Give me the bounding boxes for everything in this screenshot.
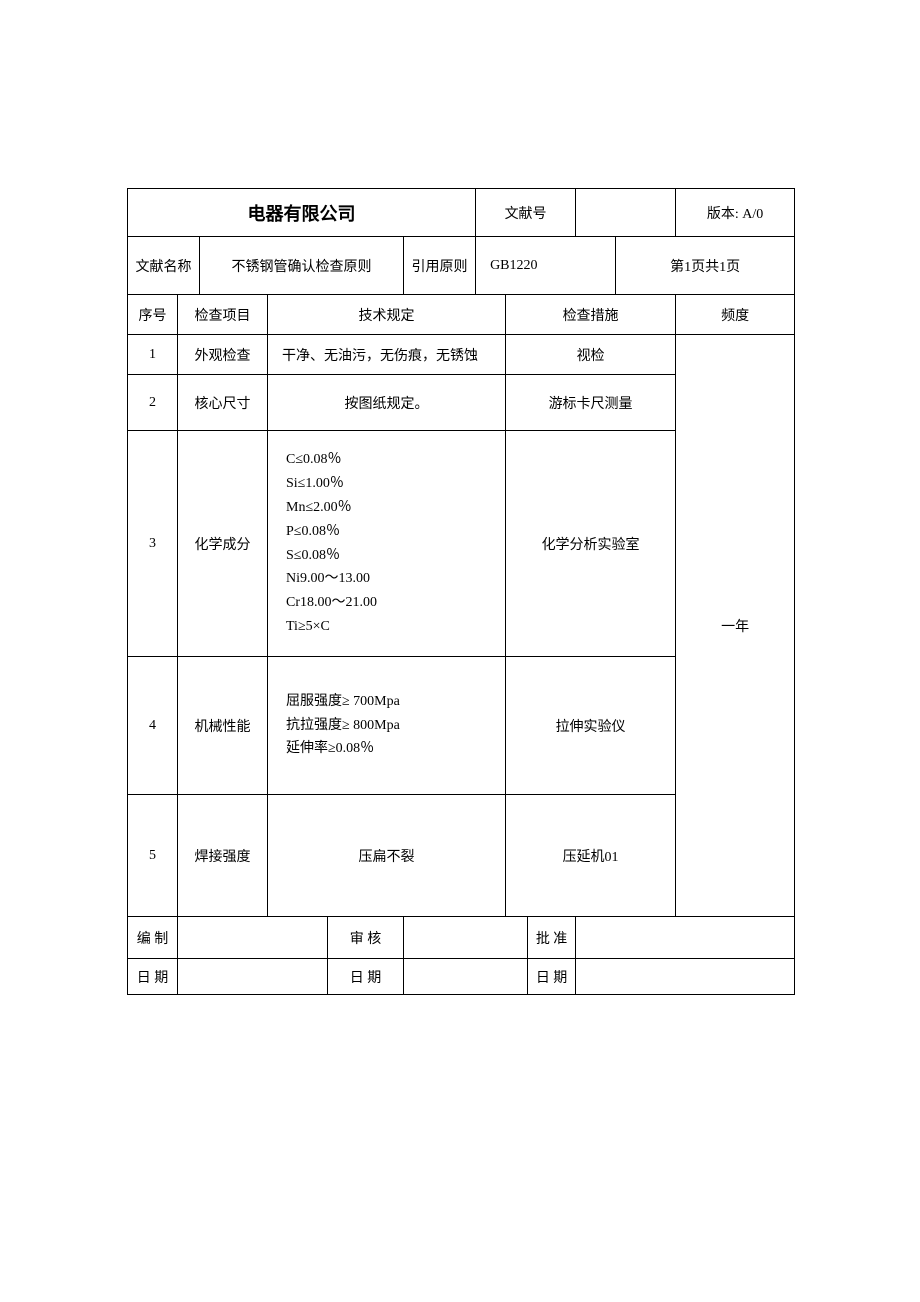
item-1: 外观检查	[178, 335, 268, 375]
spec-5: 压扁不裂	[268, 795, 506, 917]
seq-3: 3	[128, 431, 178, 657]
seq-1: 1	[128, 335, 178, 375]
spec-4: 屈服强度≥ 700Mpa 抗拉强度≥ 800Mpa 延伸率≥0.08％	[268, 657, 506, 795]
spec-3-line: P≤0.08％	[286, 520, 505, 544]
item-4: 机械性能	[178, 657, 268, 795]
col-freq: 频度	[676, 295, 795, 335]
method-2: 游标卡尺测量	[506, 375, 676, 431]
seq-4: 4	[128, 657, 178, 795]
spec-3-line: Si≤1.00％	[286, 472, 505, 496]
doc-name-label: 文献名称	[128, 237, 200, 295]
spec-3-line: C≤0.08％	[286, 448, 505, 472]
version-label: 版本: A/0	[676, 189, 795, 237]
item-5: 焊接强度	[178, 795, 268, 917]
doc-name-value: 不锈钢管确认检查原则	[200, 237, 404, 295]
ref-label: 引用原则	[404, 237, 476, 295]
spec-3-line: Mn≤2.00％	[286, 496, 505, 520]
approved-label: 批 准	[528, 917, 576, 959]
method-5: 压延机01	[506, 795, 676, 917]
method-1: 视检	[506, 335, 676, 375]
method-3: 化学分析实验室	[506, 431, 676, 657]
date2-value	[404, 959, 528, 995]
approved-value	[576, 917, 795, 959]
prepared-label: 编 制	[128, 917, 178, 959]
method-4: 拉伸实验仪	[506, 657, 676, 795]
spec-4-line: 延伸率≥0.08％	[286, 737, 505, 761]
freq-value: 一年	[676, 335, 795, 917]
inspection-table: 电器有限公司 文献号 版本: A/0 文献名称 不锈钢管确认检查原则 引用原则 …	[127, 188, 795, 995]
spec-1: 干净、无油污，无伤痕，无锈蚀	[268, 335, 506, 375]
date2-label: 日 期	[328, 959, 404, 995]
company-name: 电器有限公司	[128, 189, 476, 237]
spec-3-line: Cr18.00～21.00	[286, 591, 505, 615]
date3-label: 日 期	[528, 959, 576, 995]
spec-3-line: Ni9.00～13.00	[286, 567, 505, 591]
doc-no-value	[576, 189, 676, 237]
spec-4-line: 抗拉强度≥ 800Mpa	[286, 714, 505, 738]
col-seq: 序号	[128, 295, 178, 335]
spec-4-line: 屈服强度≥ 700Mpa	[286, 690, 505, 714]
col-item: 检查项目	[178, 295, 268, 335]
reviewed-value	[404, 917, 528, 959]
col-spec: 技术规定	[268, 295, 506, 335]
seq-2: 2	[128, 375, 178, 431]
date3-value	[576, 959, 795, 995]
date1-label: 日 期	[128, 959, 178, 995]
col-method: 检查措施	[506, 295, 676, 335]
seq-5: 5	[128, 795, 178, 917]
spec-2: 按图纸规定。	[268, 375, 506, 431]
date1-value	[178, 959, 328, 995]
reviewed-label: 审 核	[328, 917, 404, 959]
document-page: 电器有限公司 文献号 版本: A/0 文献名称 不锈钢管确认检查原则 引用原则 …	[127, 188, 794, 995]
doc-no-label: 文献号	[476, 189, 576, 237]
spec-3-line: S≤0.08％	[286, 544, 505, 568]
prepared-value	[178, 917, 328, 959]
item-2: 核心尺寸	[178, 375, 268, 431]
page-label: 第1页共1页	[616, 237, 795, 295]
ref-value: GB1220	[476, 237, 616, 295]
item-3: 化学成分	[178, 431, 268, 657]
spec-3-line: Ti≥5×C	[286, 615, 505, 639]
spec-3: C≤0.08％ Si≤1.00％ Mn≤2.00％ P≤0.08％ S≤0.08…	[268, 431, 506, 657]
